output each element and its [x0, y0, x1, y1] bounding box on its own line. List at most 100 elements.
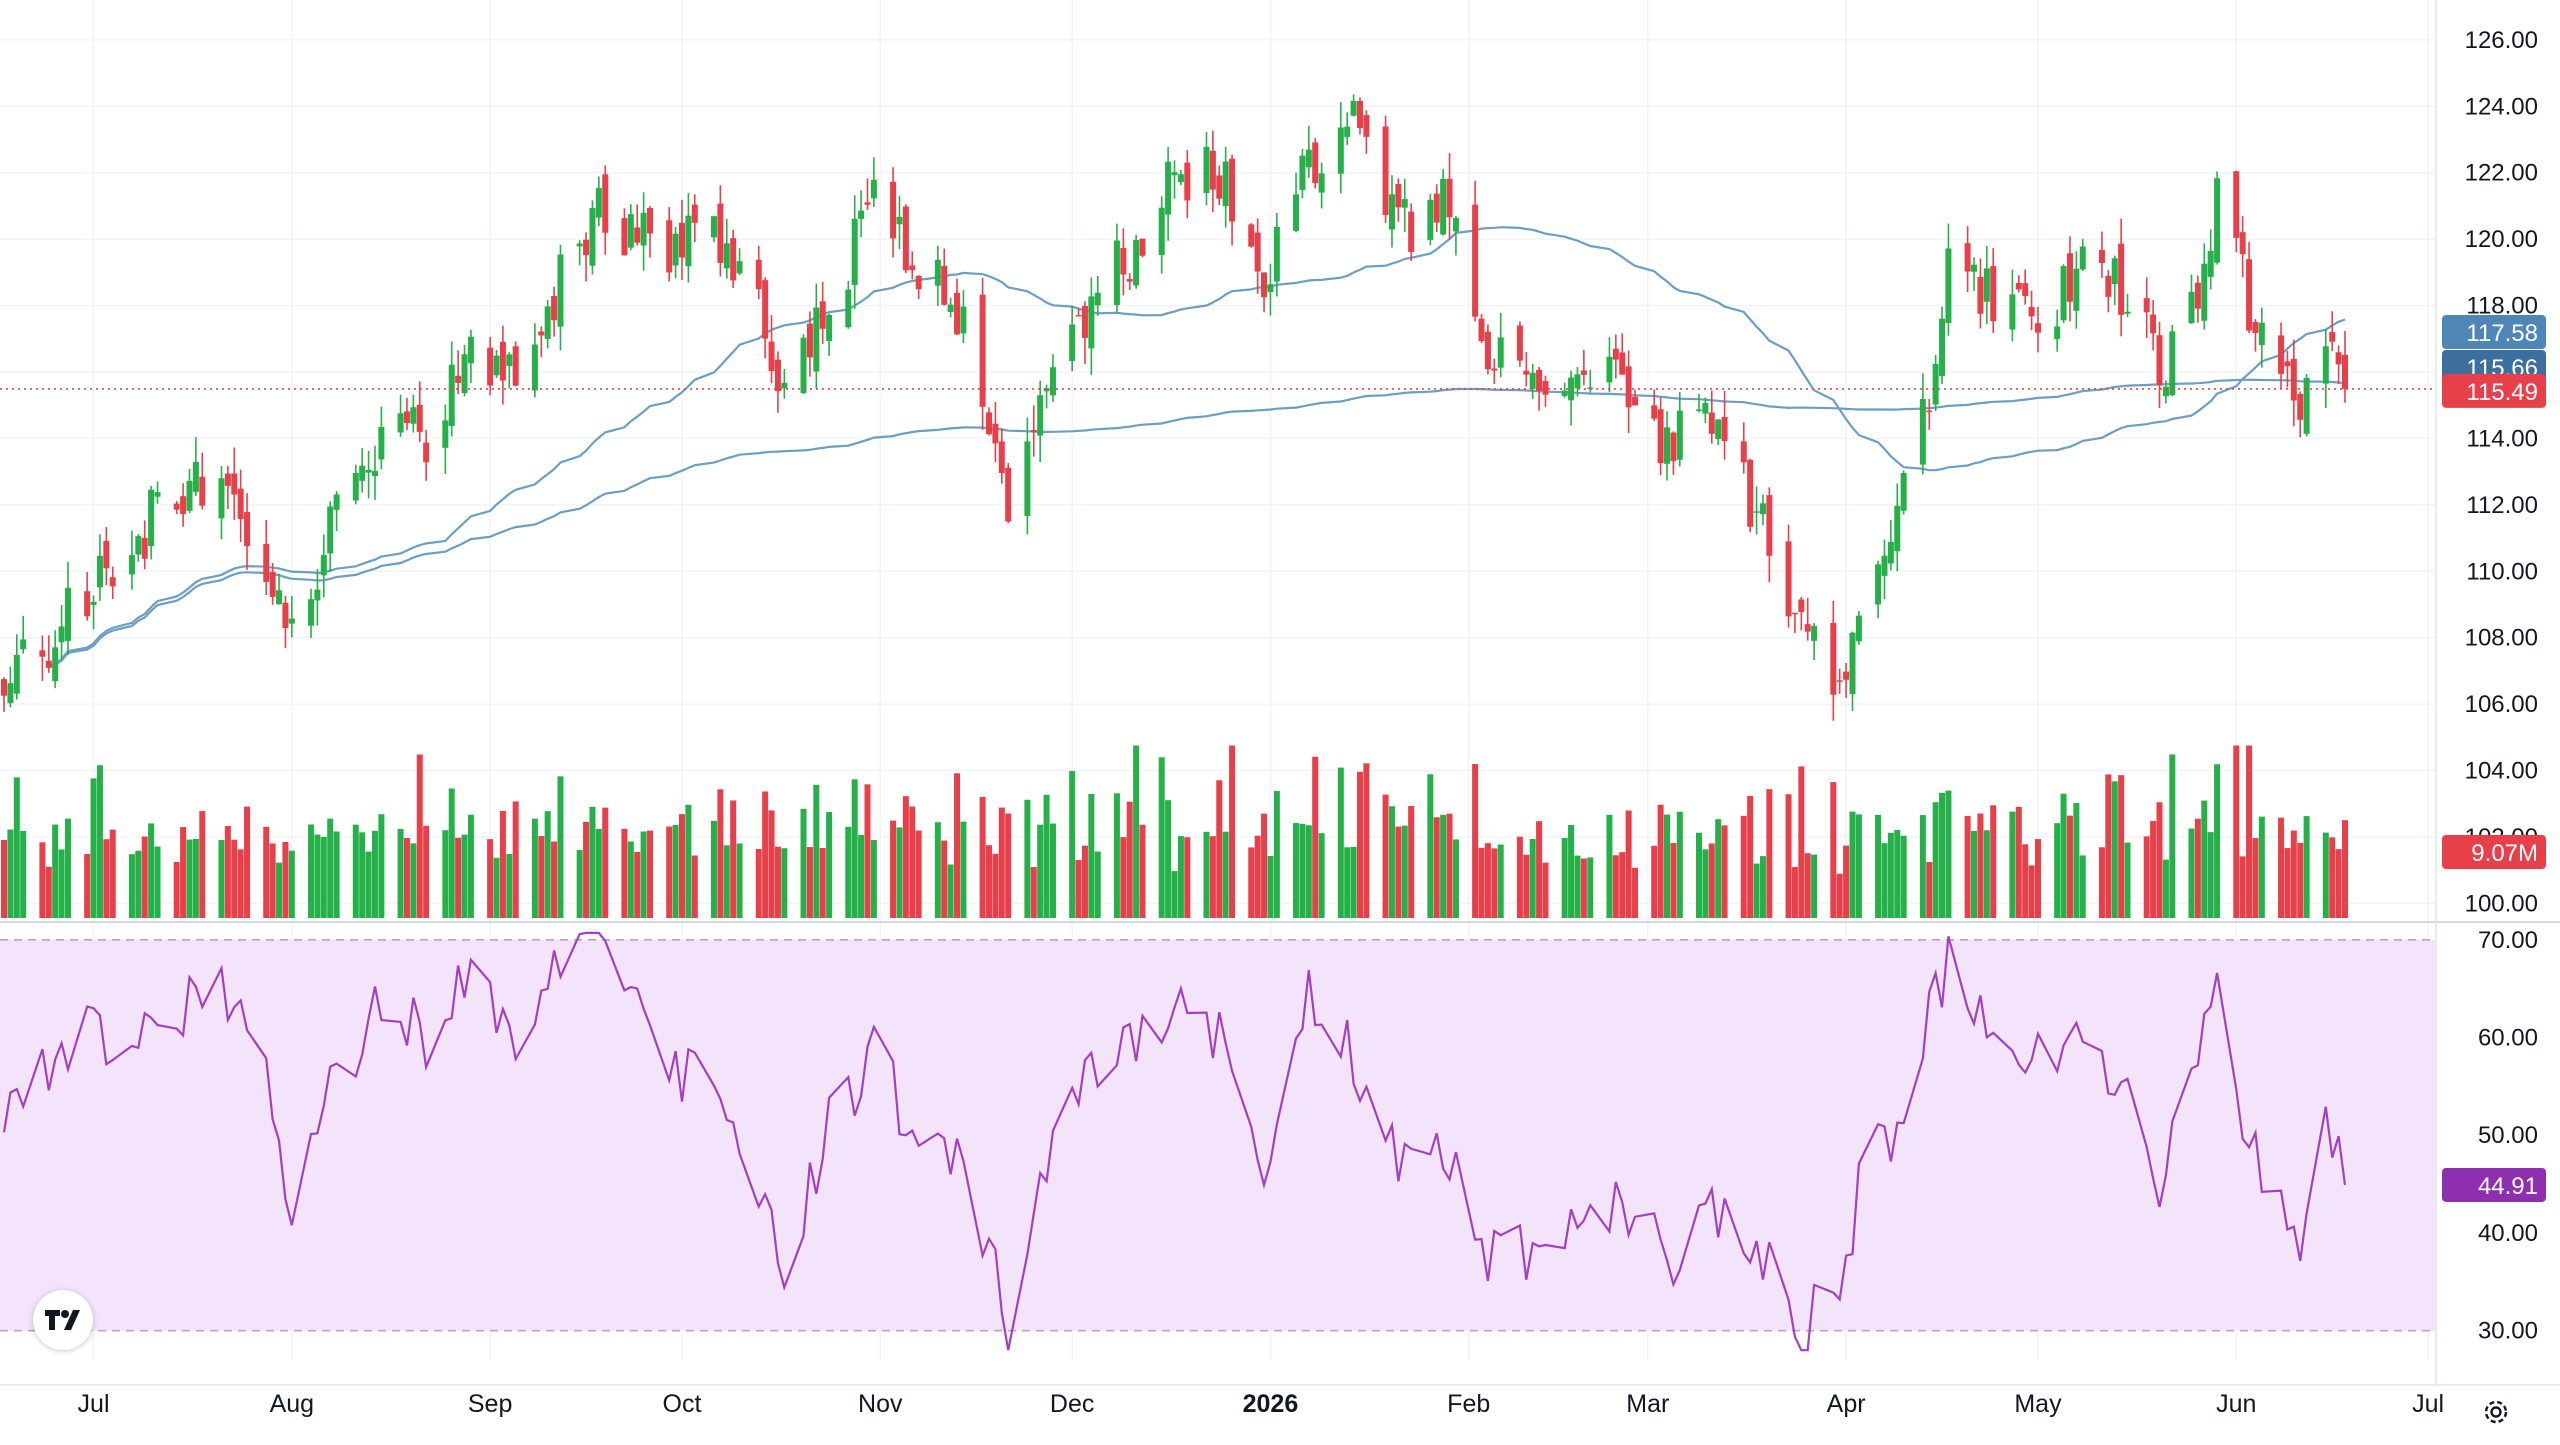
- candle: [2028, 290, 2035, 331]
- candle-body: [1216, 175, 1223, 199]
- candle-body: [1855, 615, 1862, 642]
- candle-body: [499, 341, 506, 381]
- candle: [416, 381, 423, 443]
- candle: [1926, 399, 1933, 430]
- candle-body: [1388, 194, 1395, 230]
- candle: [2124, 293, 2131, 318]
- candle: [576, 240, 583, 266]
- candle: [192, 437, 199, 497]
- candle: [487, 336, 494, 396]
- settings-button[interactable]: [2476, 1392, 2516, 1432]
- candle: [1363, 110, 1370, 154]
- candle: [1580, 349, 1587, 386]
- candle-body: [826, 314, 833, 341]
- volume-bar: [1, 839, 7, 918]
- candle-body: [1881, 555, 1888, 576]
- candle-body: [1651, 405, 1658, 419]
- volume-bar: [1094, 851, 1101, 918]
- volume-bar: [1606, 814, 1613, 918]
- volume-bar: [845, 826, 852, 918]
- price-tick-label: 100.00: [2465, 890, 2538, 917]
- price-tick-label: 104.00: [2465, 758, 2538, 785]
- rsi-tick-label: 70.00: [2478, 927, 2538, 954]
- candle: [1843, 662, 1850, 698]
- candle: [128, 530, 135, 590]
- candle-body: [909, 265, 916, 271]
- candle: [2329, 311, 2336, 352]
- volume-bar: [1478, 847, 1485, 918]
- volume-bar: [2214, 764, 2221, 918]
- volume-bar: [947, 864, 954, 918]
- candle-body: [1484, 331, 1491, 370]
- candle-body: [1312, 142, 1319, 184]
- candle: [1945, 223, 1952, 336]
- volume-bar: [1702, 849, 1709, 918]
- price-tick-label: 126.00: [2465, 27, 2538, 54]
- candle: [2335, 345, 2342, 385]
- candle: [1427, 193, 1434, 246]
- candle: [1440, 169, 1447, 236]
- candle: [1516, 321, 1523, 367]
- candle: [359, 448, 366, 493]
- candle: [1612, 334, 1619, 379]
- volume-bar: [1740, 815, 1747, 918]
- volume-bar: [64, 818, 71, 918]
- candle: [1472, 180, 1479, 322]
- candle: [595, 176, 602, 227]
- candle: [1715, 419, 1722, 445]
- candle: [1273, 212, 1280, 297]
- candle: [909, 251, 916, 280]
- candle: [2015, 275, 2022, 293]
- candle-body: [1836, 680, 1843, 682]
- candle: [1695, 393, 1702, 413]
- volume-bar: [1619, 852, 1626, 918]
- volume-bar: [634, 851, 641, 918]
- candle: [2322, 329, 2329, 408]
- volume-bar: [1580, 858, 1587, 918]
- candle-body: [154, 492, 161, 497]
- candle: [2079, 238, 2086, 271]
- candle: [1452, 216, 1459, 256]
- volume-bar: [934, 822, 941, 918]
- candle-body: [845, 289, 852, 328]
- candle-body: [1708, 412, 1715, 434]
- volume-bar: [1523, 854, 1530, 918]
- volume-bar: [2111, 781, 2118, 918]
- price-tick-label: 124.00: [2465, 93, 2538, 120]
- candle: [1094, 275, 1101, 316]
- volume-bar: [1299, 823, 1306, 918]
- volume-bar: [1388, 806, 1395, 918]
- volume-bar: [1651, 845, 1658, 918]
- candle-body: [2066, 253, 2073, 302]
- candle: [1804, 597, 1811, 641]
- candle: [1536, 366, 1543, 411]
- candle: [1759, 494, 1766, 526]
- candle-body: [423, 442, 430, 463]
- candle: [1209, 130, 1216, 212]
- candle: [1484, 324, 1491, 375]
- candle: [2303, 374, 2310, 437]
- tradingview-logo[interactable]: [33, 1290, 93, 1350]
- candle-body: [282, 602, 289, 629]
- volume-bar: [2169, 754, 2176, 918]
- volume-bar: [84, 853, 91, 918]
- candle-body: [781, 382, 788, 389]
- candle-body: [2111, 258, 2118, 285]
- candle-body: [2188, 291, 2195, 324]
- candle: [1, 677, 7, 712]
- ma50-line: [48, 226, 2346, 668]
- volume-bar: [640, 831, 647, 918]
- volume-label: 9.07M: [2442, 835, 2546, 869]
- volume-bar: [1977, 813, 1984, 918]
- candle-body: [199, 476, 206, 506]
- volume-bar: [467, 814, 474, 918]
- rsi-value-label: 44.91: [2442, 1167, 2546, 1202]
- price-tick-label: 110.00: [2466, 558, 2538, 585]
- candle: [45, 635, 52, 673]
- volume-bar: [2015, 806, 2022, 918]
- volume-bar: [359, 832, 366, 918]
- volume-bar: [20, 830, 27, 918]
- candle: [544, 299, 551, 349]
